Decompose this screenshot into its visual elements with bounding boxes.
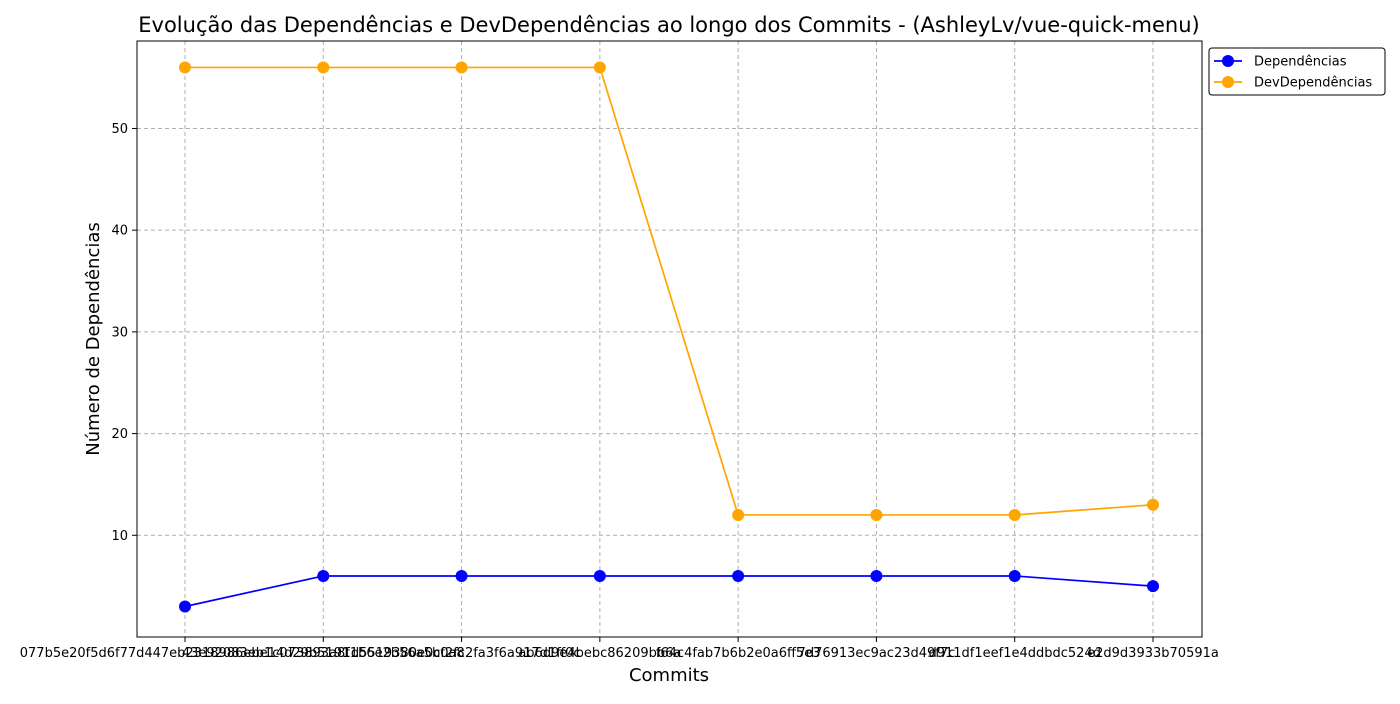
- y-tick-label: 30: [111, 325, 128, 340]
- x-tick-label: ab6d9e4bebc86209bb6a: [518, 646, 681, 661]
- x-tick-label: 077b5e20f5d6f77d447eb2318986ebe14d29b519…: [20, 646, 351, 661]
- data-point: [1147, 498, 1159, 511]
- x-tick-label: 7d76913ec9ac23d49f7c: [798, 646, 956, 661]
- series-layer: [179, 61, 1159, 613]
- grid-lines: [137, 41, 1202, 637]
- y-axis-ticks: 10 20 30 40 50: [111, 122, 137, 544]
- data-point: [870, 508, 883, 521]
- data-point: [1008, 569, 1021, 582]
- data-point: [1008, 508, 1021, 521]
- series-line: [184, 575, 1154, 608]
- data-point: [179, 600, 191, 613]
- legend-item: Dependências: [1214, 55, 1347, 70]
- legend-label: Dependências: [1254, 55, 1347, 70]
- y-axis-title: Número de Dependências: [83, 222, 104, 456]
- x-tick-label: d911df1eef1e4ddbdc524d: [928, 646, 1101, 661]
- series-line: [185, 66, 1154, 516]
- chart-title: Evolução das Dependências e DevDependênc…: [138, 13, 1199, 37]
- y-tick-label: 10: [111, 529, 128, 544]
- data-point: [593, 569, 606, 582]
- legend-marker: [1222, 76, 1234, 88]
- data-point: [732, 508, 745, 521]
- data-point: [1147, 580, 1159, 593]
- x-axis-title: Commits: [629, 665, 709, 686]
- plot-area-frame: [136, 40, 1203, 638]
- series-1: [179, 569, 1159, 613]
- y-tick-label: 40: [111, 224, 128, 239]
- x-tick-label: 1d5519380e0cf2fc2fa3f6a917d1ff0c: [343, 646, 581, 661]
- series-2: [179, 61, 1159, 521]
- y-tick-label: 20: [111, 427, 128, 442]
- data-point: [317, 61, 330, 74]
- data-point: [593, 61, 606, 74]
- x-axis-ticks: 077b5e20f5d6f77d447eb2318986ebe14d29b519…: [20, 637, 1219, 661]
- legend-label: DevDependências: [1254, 76, 1372, 91]
- y-tick-label: 50: [111, 122, 128, 137]
- legend: Dependências DevDependências: [1208, 47, 1386, 96]
- data-point: [455, 61, 468, 74]
- legend-marker: [1222, 55, 1234, 67]
- data-point: [732, 569, 745, 582]
- legend-frame: [1208, 47, 1386, 96]
- data-point: [179, 61, 191, 74]
- data-point: [455, 569, 468, 582]
- x-tick-label: 43e92083eb1c073893a8f1b6e2b56a5b0a8: [182, 646, 465, 661]
- legend-item: DevDependências: [1214, 76, 1372, 91]
- x-tick-label: f64c4fab7b6b2e0a6ff5e3: [656, 646, 821, 661]
- data-point: [870, 569, 883, 582]
- x-tick-label: e2d9d3933b70591a: [1087, 646, 1219, 661]
- data-point: [317, 569, 330, 582]
